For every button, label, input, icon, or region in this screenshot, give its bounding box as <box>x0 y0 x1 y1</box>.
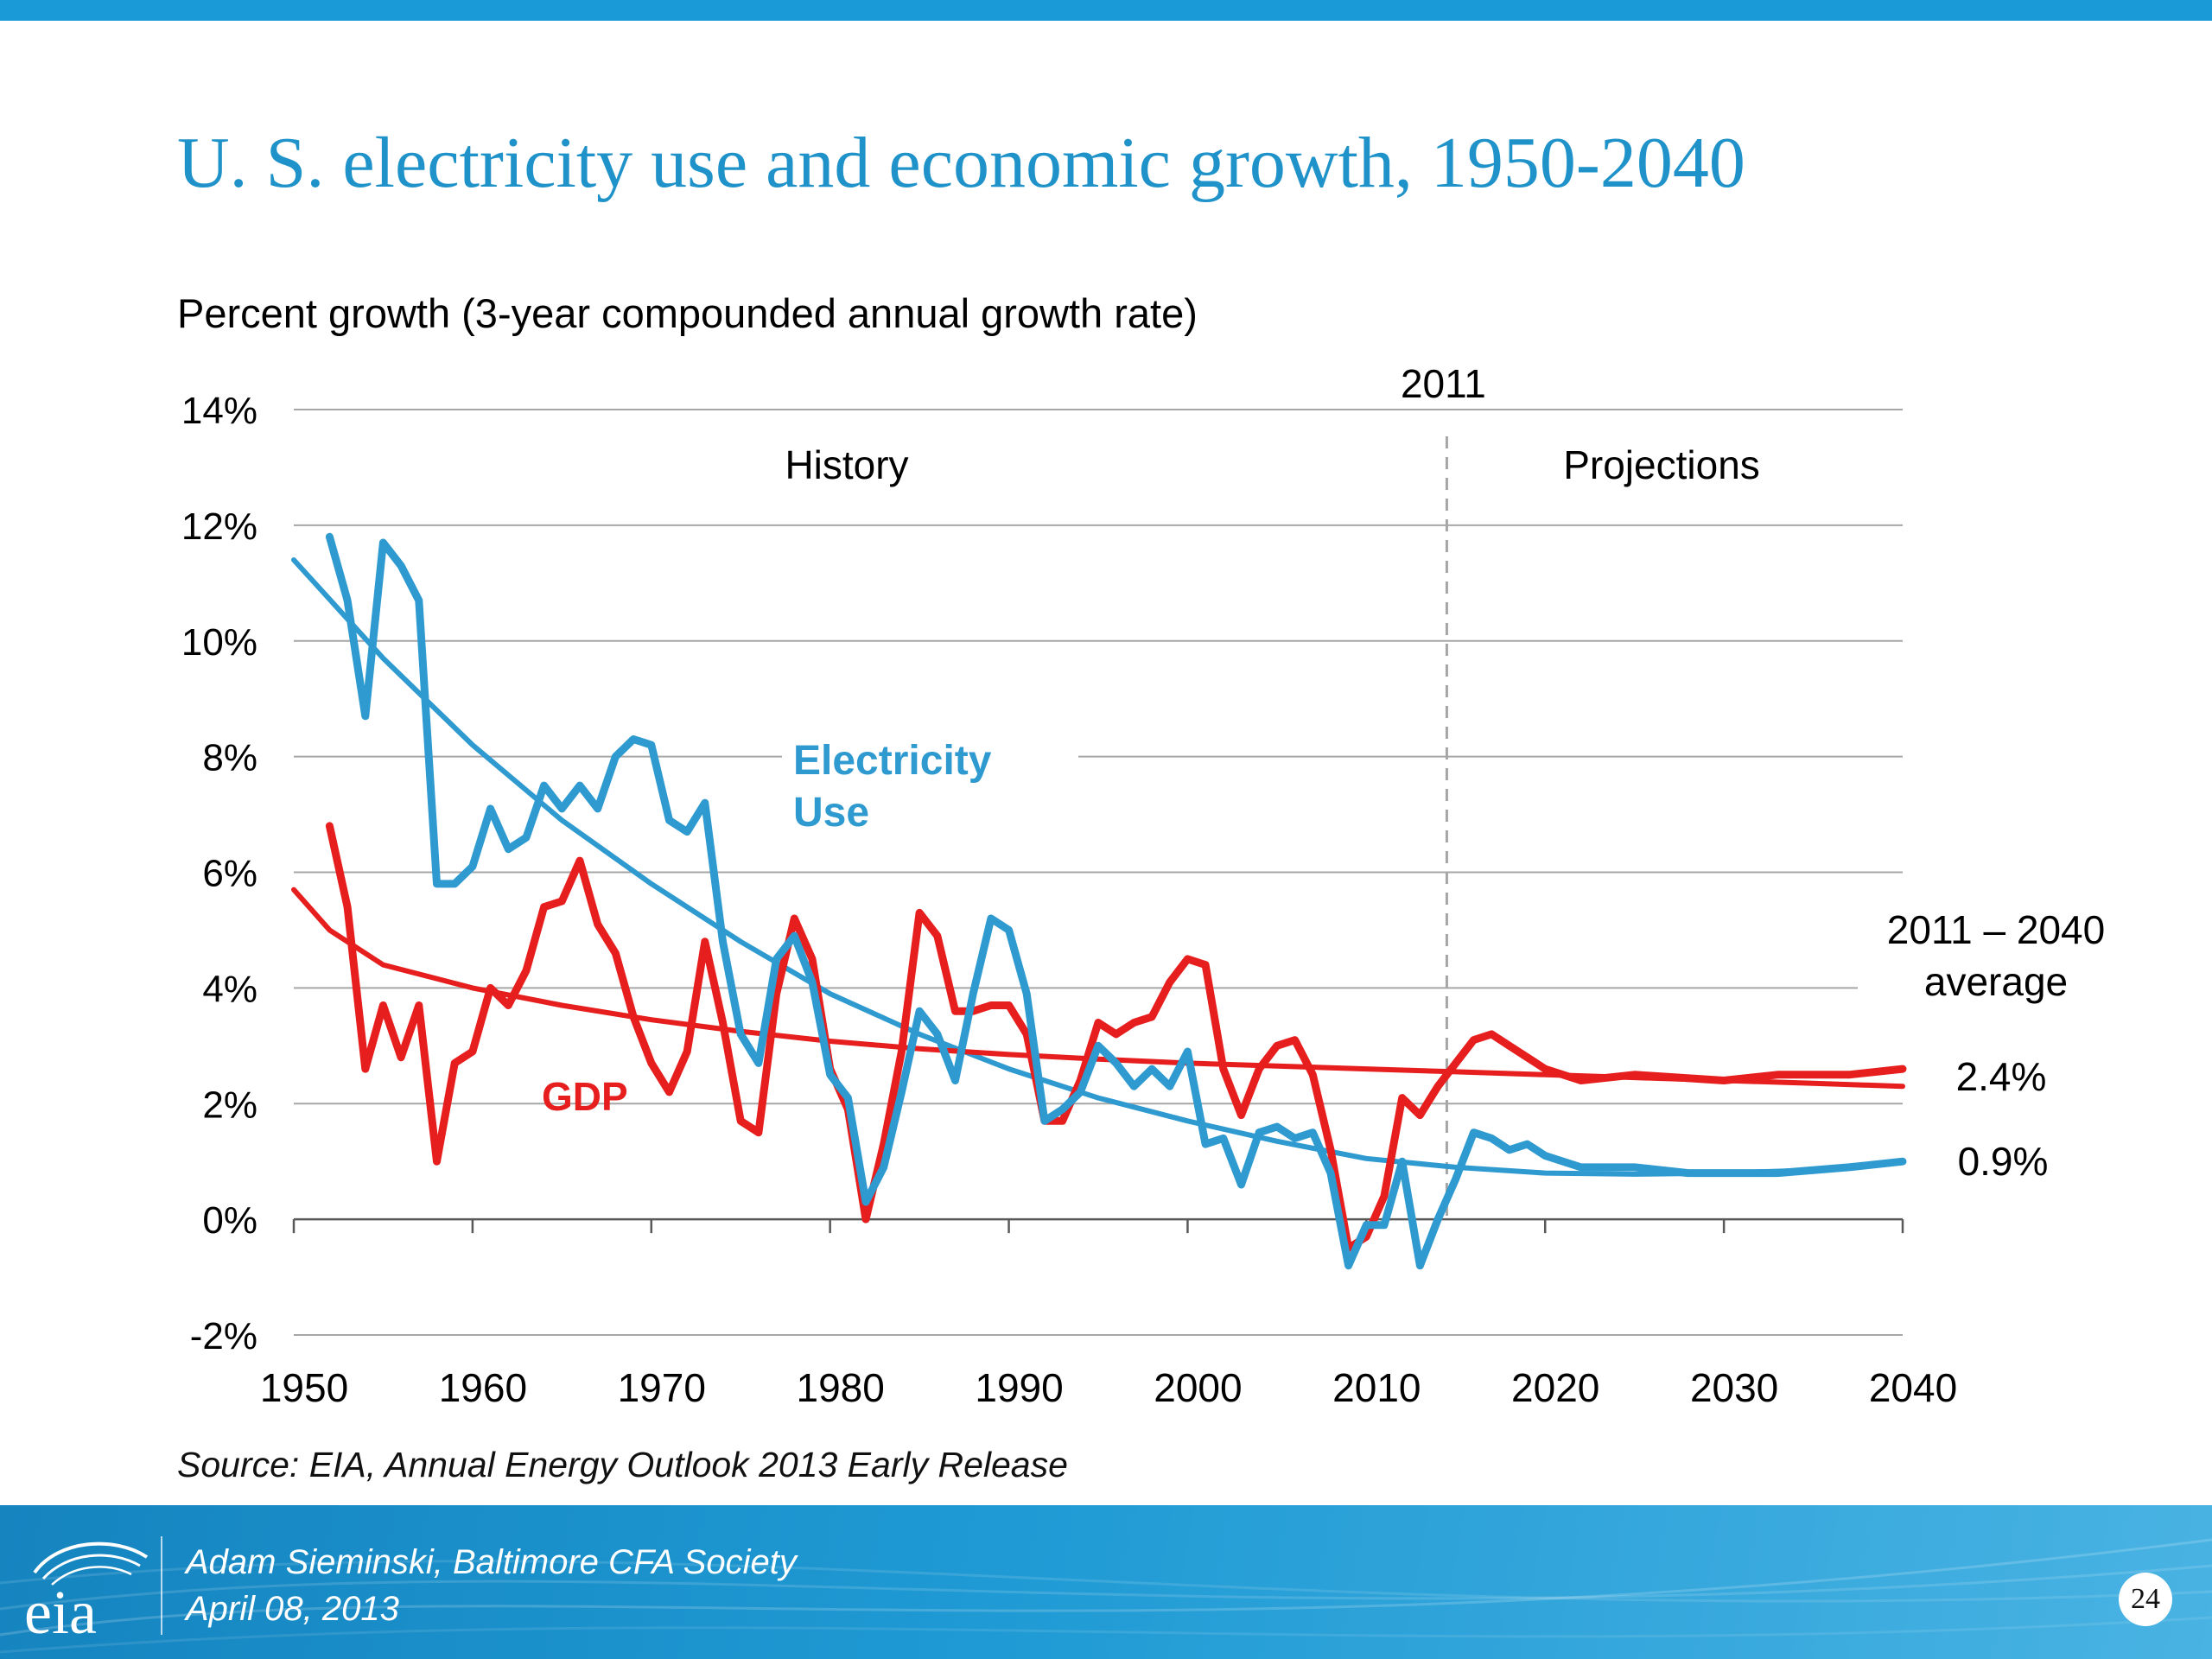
x-axis-tick-labels: 1950 1960 1970 1980 1990 2000 2010 2020 2030 2040 <box>260 1365 1957 1410</box>
history-label: History <box>785 442 908 487</box>
x-tick-label: 1970 <box>618 1365 706 1410</box>
y-axis-tick-labels: -2% 2% 4% 6% 8% 10% 12% 14% 0% <box>181 390 257 1357</box>
gdp-average-label: 2.4% <box>1956 1054 2047 1099</box>
y-tick-label: 8% <box>202 737 257 779</box>
x-tick-label: 2030 <box>1690 1365 1778 1410</box>
y-tick-label: 2% <box>202 1084 257 1126</box>
electricity-line <box>325 532 1907 1270</box>
x-tick-label: 1960 <box>439 1365 527 1410</box>
x-tick-label: 2010 <box>1332 1365 1421 1410</box>
page-number: 24 <box>2119 1573 2172 1626</box>
y-tick-label: 12% <box>181 505 257 548</box>
eia-logo: eia <box>24 1541 149 1643</box>
electricity-series-label: Use <box>793 790 869 836</box>
x-tick-label: 2040 <box>1869 1365 1957 1410</box>
y-tick-label: 0% <box>202 1199 257 1242</box>
page-title: U. S. electricity use and economic growt… <box>177 123 1745 203</box>
chart-subtitle: Percent growth (3-year compounded annual… <box>177 290 1198 336</box>
footer-date: April 08, 2013 <box>186 1590 399 1628</box>
gdp-series-label: GDP <box>542 1074 628 1119</box>
y-tick-label: 6% <box>202 853 257 895</box>
electricity-series-label: Electricity <box>793 738 992 784</box>
x-tick-label: 2000 <box>1154 1365 1242 1410</box>
average-title-label: average <box>1924 959 2068 1004</box>
gdp-line <box>325 822 1907 1253</box>
average-title-label: 2011 – 2040 <box>1887 907 2105 952</box>
footer-wave-pattern <box>0 1538 2212 1654</box>
chart-annotations: 2011 History Projections Electricity Use GDP 2… <box>542 361 2105 1184</box>
divider-year-label: 2011 <box>1401 361 1486 406</box>
top-accent-bar <box>0 0 2212 21</box>
y-tick-label: 4% <box>202 968 257 1010</box>
x-tick-label: 1980 <box>796 1365 884 1410</box>
gridlines <box>294 409 1903 1336</box>
svg-text:eia: eia <box>24 1578 97 1643</box>
footer-presenter: Adam Sieminski, Baltimore CFA Society <box>186 1543 797 1581</box>
growth-chart: -2%2%4%6%8%10%12%14%0% 1950 1960 1970 1980 1… <box>181 361 2105 1410</box>
source-note: Source: EIA, Annual Energy Outlook 2013 … <box>177 1445 1068 1484</box>
logo-separator <box>161 1536 162 1635</box>
y-tick-label: -2% <box>190 1315 257 1357</box>
x-axis <box>292 436 1904 1234</box>
y-tick-label: 10% <box>181 621 257 664</box>
footer-band: eia Adam Sieminski, Baltimore CFA Societ… <box>0 1505 2212 1659</box>
x-tick-label: 1990 <box>975 1365 1063 1410</box>
projections-label: Projections <box>1563 442 1760 487</box>
series-lines <box>291 532 1907 1270</box>
electricity-average-label: 0.9% <box>1958 1139 2049 1184</box>
x-tick-label: 2020 <box>1511 1365 1599 1410</box>
x-tick-label: 1950 <box>260 1365 348 1410</box>
electricity-trend-line <box>291 557 1905 1177</box>
y-tick-label: 14% <box>181 390 257 432</box>
